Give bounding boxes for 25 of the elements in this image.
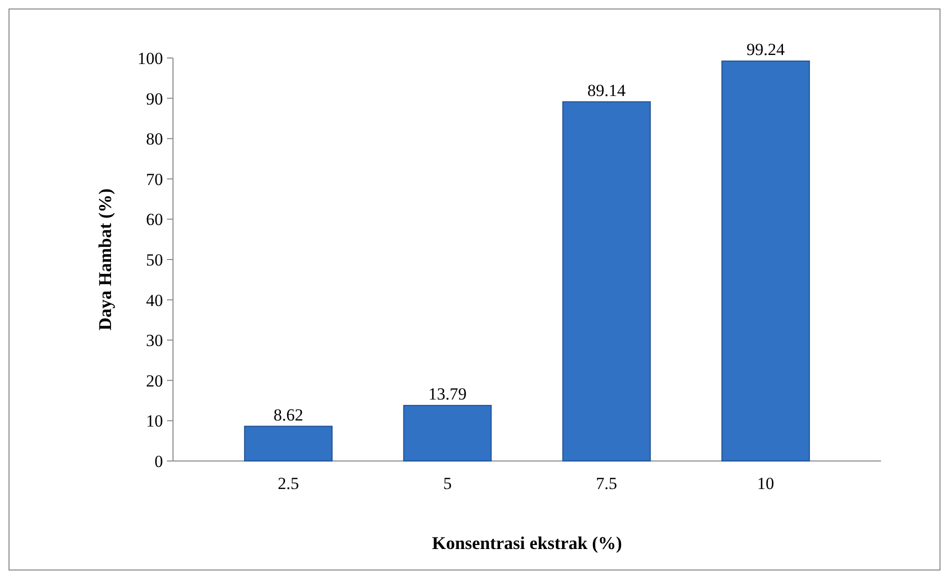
data-label: 89.14 — [587, 80, 626, 100]
bar — [403, 404, 492, 462]
x-tick-label: 7.5 — [596, 474, 618, 493]
y-tick-label: 10 — [146, 412, 163, 431]
y-tick-label: 80 — [146, 130, 163, 149]
bar — [244, 426, 333, 462]
y-tick-label: 20 — [146, 371, 163, 390]
x-tick-label: 5 — [443, 474, 452, 493]
y-tick-label: 60 — [146, 210, 163, 230]
y-tick-label: 90 — [146, 89, 163, 108]
data-label: 13.79 — [428, 384, 467, 404]
bar — [721, 60, 810, 462]
y-tick-label: 40 — [146, 290, 163, 310]
y-tick-label: 30 — [146, 331, 163, 350]
y-tick-label: 100 — [138, 48, 163, 68]
y-tick-label: 50 — [146, 250, 163, 270]
bar — [562, 101, 651, 462]
y-tick-label: 70 — [146, 170, 163, 189]
x-tick-label: 2.5 — [278, 474, 299, 493]
x-tick-label: 10 — [757, 474, 774, 493]
y-axis-title: Daya Hambat (%) — [95, 188, 115, 330]
x-axis-title: Konsentrasi ekstrak (%) — [432, 533, 622, 553]
data-label: 99.24 — [746, 40, 786, 60]
y-tick-label: 0 — [154, 452, 163, 471]
data-label: 8.62 — [273, 405, 304, 424]
